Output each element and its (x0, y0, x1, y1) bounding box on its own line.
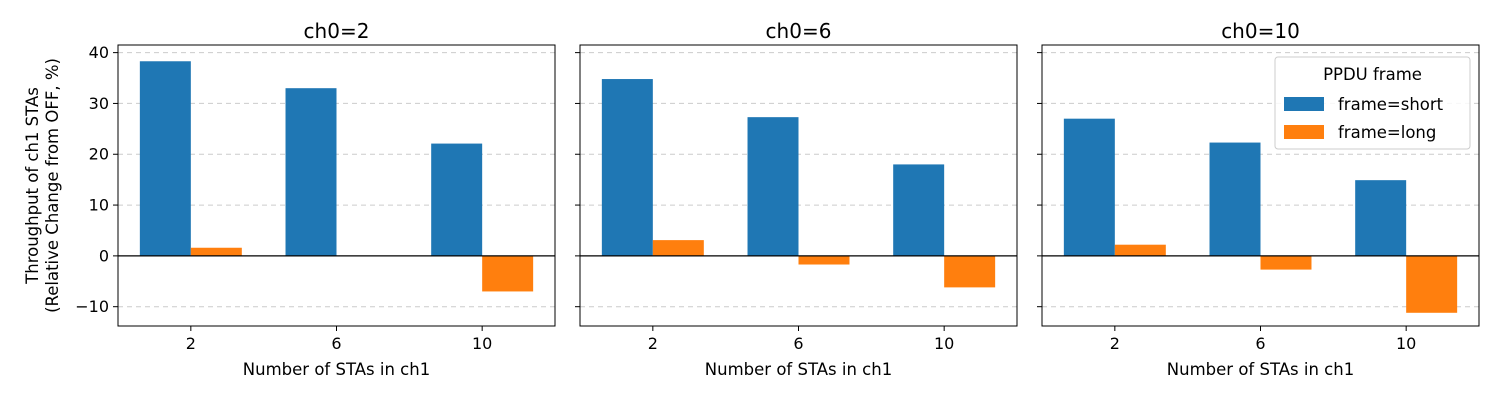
bar-frame-long-10 (482, 255, 534, 292)
bar-frame-short-2 (601, 79, 653, 256)
subplot-3: 2 6 10 ch0=10 Number of STAs in ch1 PPDU fram… (1037, 19, 1480, 379)
bar-frame-long-2 (1114, 244, 1166, 256)
y-axis-label-line-2: (Relative Change from OFF, %) (43, 58, 62, 313)
x-tick-label: 2 (186, 334, 196, 353)
bar-frame-short-6 (1209, 142, 1261, 256)
x-tick-label: 6 (331, 334, 341, 353)
bar-frame-long-10 (944, 255, 996, 288)
subplot-2: 2 6 10 ch0=6 Number of STAs in ch1 (575, 19, 1018, 379)
legend-label: frame=long (1338, 123, 1436, 142)
y-tick-label: 10 (89, 196, 109, 215)
legend: PPDU frame frame=short frame=long (1274, 56, 1471, 150)
x-tick-label: 2 (1110, 334, 1120, 353)
legend-label: frame=short (1338, 95, 1444, 114)
bar-frame-short-2 (139, 61, 191, 256)
x-tick-label: 2 (648, 334, 658, 353)
bar-frame-short-6 (285, 88, 337, 256)
bar-frame-long-10 (1406, 255, 1458, 313)
x-axis-label: Number of STAs in ch1 (243, 360, 430, 379)
bar-frame-short-10 (431, 143, 483, 256)
legend-swatch-frame-long (1284, 125, 1324, 139)
y-tick-label: 40 (89, 43, 109, 62)
x-axis-label: Number of STAs in ch1 (705, 360, 892, 379)
y-tick-label: −10 (75, 297, 109, 316)
x-tick-label: 10 (934, 334, 954, 353)
y-tick-label: 0 (99, 246, 109, 265)
y-tick-label: 20 (89, 145, 109, 164)
legend-swatch-frame-short (1284, 97, 1324, 111)
x-tick-label: 10 (472, 334, 492, 353)
y-tick-label: 30 (89, 94, 109, 113)
x-tick-label: 6 (793, 334, 803, 353)
legend-title: PPDU frame (1323, 65, 1422, 84)
bar-frame-long-6 (798, 255, 850, 265)
x-tick-label: 6 (1255, 334, 1265, 353)
subplot-title: ch0=6 (766, 19, 832, 43)
bar-frame-short-2 (1063, 118, 1115, 256)
y-axis-label-line-1: Throughput of ch1 STAs (23, 87, 42, 285)
bar-frame-short-6 (747, 117, 799, 256)
bar-frame-long-2 (190, 247, 242, 256)
x-axis-label: Number of STAs in ch1 (1167, 360, 1354, 379)
bar-frame-short-10 (893, 164, 945, 256)
subplot-title: ch0=2 (304, 19, 370, 43)
bar-frame-short-10 (1355, 180, 1407, 256)
subplot-1: −10 0 10 20 30 40 2 6 10 ch0=2 Number of STAs in c… (23, 19, 556, 379)
bar-frame-long-6 (1260, 255, 1312, 270)
subplot-title: ch0=10 (1221, 19, 1300, 43)
bar-frame-long-2 (652, 240, 704, 256)
x-tick-label: 10 (1396, 334, 1416, 353)
